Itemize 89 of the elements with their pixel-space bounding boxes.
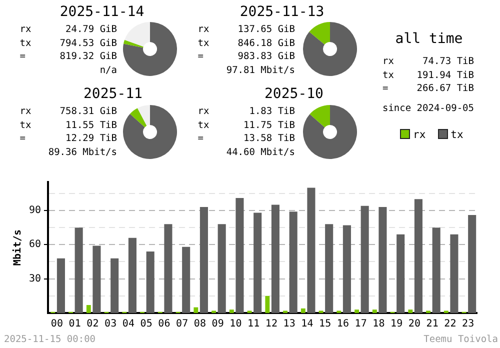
chart-title: 2025-11-13: [238, 4, 326, 20]
x-tick-label: 10: [230, 318, 242, 330]
bar: [468, 215, 476, 313]
text: = 13.58 TiB: [198, 132, 295, 146]
bar: [450, 234, 458, 313]
x-tick-label: 17: [354, 318, 367, 330]
bar: [229, 310, 234, 313]
bar: [128, 238, 136, 313]
x-tick-label: 07: [176, 318, 188, 330]
bar: [56, 258, 65, 313]
y-tick-label: 90: [28, 205, 41, 216]
x-tick-label: 16: [336, 318, 349, 330]
text: n/a: [98, 64, 117, 77]
x-tick-label: 08: [194, 318, 206, 330]
text: = 983.83 GiB: [198, 50, 295, 64]
text: rx 24.79 GiB: [20, 23, 117, 36]
bar: [218, 224, 226, 313]
x-tick-label: 02: [86, 318, 99, 330]
bar: [86, 305, 91, 313]
bar: [408, 310, 413, 313]
bar: [300, 308, 306, 313]
x-tick-label: 11: [248, 318, 260, 330]
bar: [74, 228, 83, 313]
x-tick-label: 23: [462, 318, 474, 330]
bar: [110, 258, 119, 313]
chart-title: 2025-11-14: [58, 4, 146, 20]
x-tick-label: 03: [104, 318, 117, 330]
text: = 819.32 GiB: [20, 50, 117, 64]
text: tx 11.55 TiB: [20, 118, 117, 132]
y-axis-title: Mbit/s: [12, 229, 24, 266]
x-tick-label: 05: [140, 318, 152, 330]
x-tick-label: 09: [212, 318, 224, 330]
bar: [236, 198, 244, 313]
bar: [182, 246, 190, 313]
text: Teemu Toivola: [424, 334, 498, 345]
bar: [92, 246, 101, 313]
bar: [194, 307, 198, 313]
bar: [372, 310, 377, 313]
text: rx 1.83 TiB: [198, 105, 295, 118]
text: tx 11.75 TiB: [198, 118, 295, 132]
x-tick-label: 12: [265, 318, 278, 330]
x-tick-label: 13: [283, 318, 296, 330]
bar: [432, 228, 440, 313]
x-tick-label: 14: [301, 318, 314, 330]
text: = 266.67 TiB: [382, 82, 474, 96]
text: 44.60 Mbit/s: [225, 146, 295, 159]
bar: [414, 199, 422, 313]
bar: [360, 206, 369, 313]
bar: [271, 204, 280, 313]
bar: [378, 207, 387, 313]
legend-label: tx: [450, 129, 464, 141]
bar: [342, 225, 351, 313]
legend-label: rx: [413, 129, 426, 141]
bar: [325, 224, 334, 313]
text: all time: [394, 31, 464, 47]
y-tick-label: 30: [28, 273, 41, 284]
x-tick-label: 21: [426, 318, 438, 330]
text: tx 846.18 GiB: [198, 36, 295, 50]
bar: [354, 310, 360, 313]
text: tx 191.94 TiB: [382, 68, 474, 82]
x-tick-label: 06: [158, 318, 170, 330]
text: rx 758.31 GiB: [20, 105, 117, 118]
x-tick-label: 18: [372, 318, 385, 330]
x-tick-label: 15: [319, 318, 332, 330]
bar: [396, 234, 405, 313]
bar: [265, 296, 270, 313]
bar: [289, 212, 298, 313]
text: 89.36 Mbit/s: [47, 146, 117, 159]
text: since 2024-09-05: [382, 102, 474, 115]
x-tick-label: 20: [408, 318, 420, 330]
x-tick-label: 22: [444, 318, 456, 330]
text: 97.81 Mbit/s: [225, 64, 295, 77]
x-tick-label: 04: [122, 318, 134, 330]
text: = 12.29 TiB: [20, 132, 117, 146]
y-tick-label: 60: [28, 239, 41, 250]
chart-title: 2025-10: [263, 86, 324, 102]
chart-title: 2025-11: [82, 86, 144, 102]
bar: [164, 224, 172, 313]
bar: [200, 207, 208, 313]
text: rx 137.65 GiB: [198, 23, 295, 36]
text: rx 74.73 TiB: [382, 55, 474, 68]
bar: [307, 188, 316, 313]
x-tick-label: 00: [50, 318, 63, 330]
bar: [254, 212, 262, 313]
text: 2025-11-15 00:00: [4, 334, 96, 345]
bar: [146, 251, 154, 313]
text: tx 794.53 GiB: [20, 36, 117, 50]
x-tick-label: 01: [68, 318, 81, 330]
x-tick-label: 19: [390, 318, 403, 330]
